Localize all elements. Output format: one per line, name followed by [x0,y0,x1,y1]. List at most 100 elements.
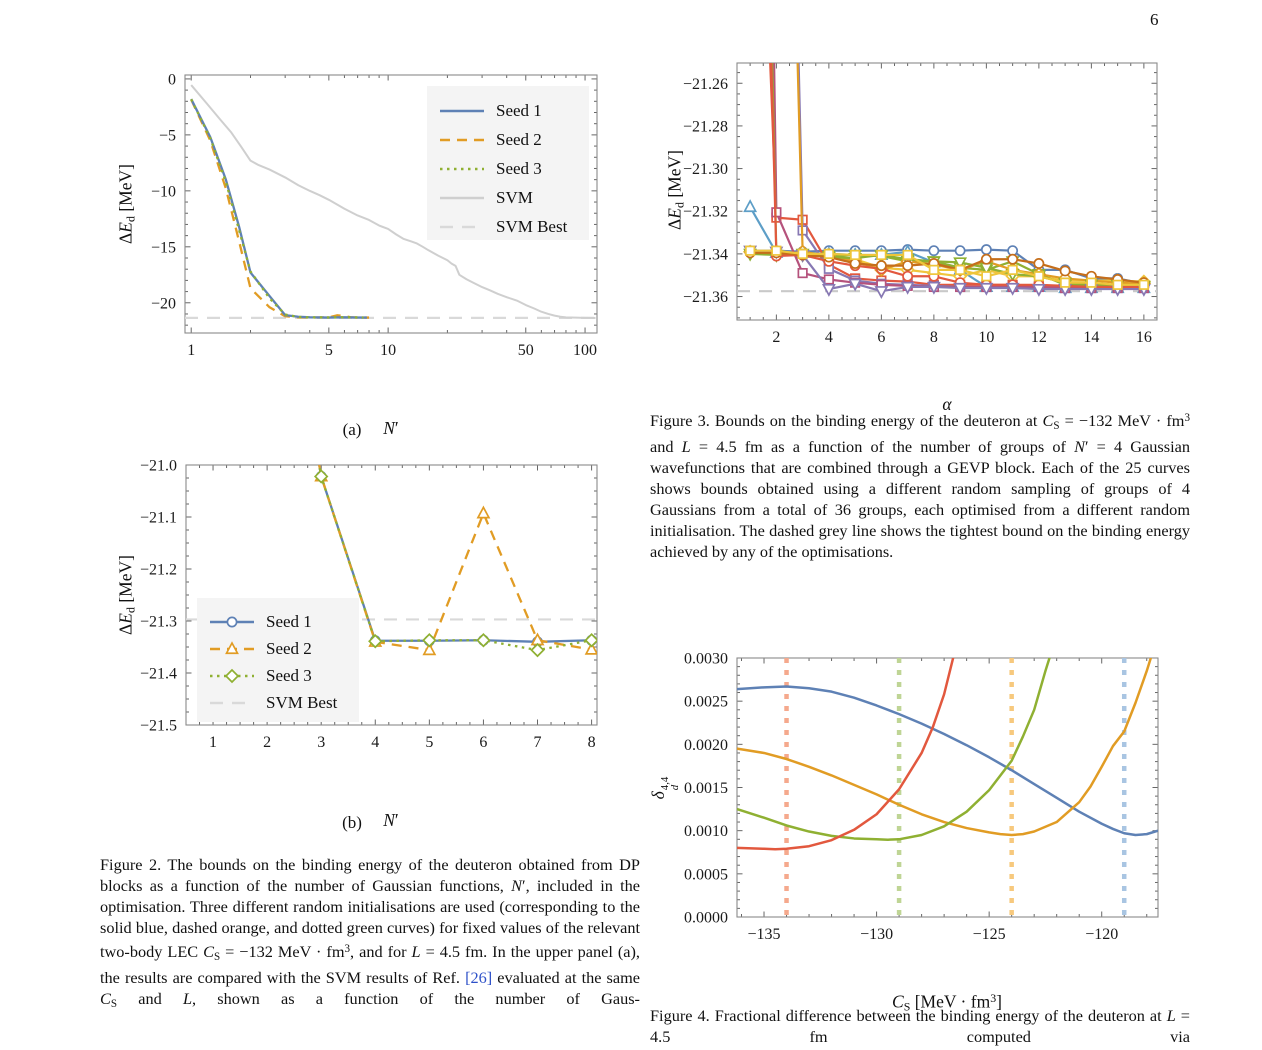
figure-3-plot: 2 4 6 8 10 12 14 16 −21.26 −21.28 −21.30 −21.32 −21.… [683,62,1158,346]
text-segment: ′ [394,418,399,438]
y-tick-label: 0.0010 [684,823,728,840]
series-curve-10 [770,63,1144,289]
legend-entry: SVM Best [209,689,347,716]
text-segment: d [123,607,138,613]
plot-frame [185,464,598,726]
marker-triangle-up [584,641,597,655]
text-segment: d [672,202,687,208]
y-tick-label: −21.28 [683,118,728,135]
tick-labels: 1 5 10 50 100 0 −5 −10 −15 −20 [151,71,597,359]
marker-circle [875,260,887,272]
marker-circle [902,270,914,282]
y-tick-label: −21.30 [683,161,728,178]
x-tick-label: 5 [325,342,333,359]
y-tick-label: −5 [159,127,176,144]
marker-square [1033,271,1044,282]
x-tick-label: −135 [748,926,781,943]
text-segment: L [1166,1006,1176,1025]
figure-2a-y-axis-label: ΔEd [MeV] [115,164,138,244]
y-tick-label: −21.5 [140,718,177,735]
marker-diamond [368,634,383,649]
legend-sample [440,109,484,112]
series-curve-13 [750,249,1144,286]
marker-square [771,245,782,256]
figure-2a-legend: Seed 1 Seed 2 Seed 3 SVM SVM Best [427,86,589,240]
plot-frame [736,657,1159,918]
marker-triangle-up [476,505,491,519]
legend-label: Seed 3 [266,665,312,685]
text-segment: = −132 MeV · fm [220,941,345,961]
text-segment: [MeV · fm [910,991,991,1012]
legend-entry: Seed 1 [439,96,577,125]
figure-2b: 1 2 3 4 5 6 7 8 −21.0 −21.1 −21.2 −21.3 −21.4 −21.5 Δ… [100,448,640,840]
tick-labels: 2 4 6 8 10 12 14 16 −21.26 −21.28 −21.30 −21.32 −21.… [683,76,1152,346]
figure-3-x-axis-label: α [942,394,951,415]
ref-link-26[interactable]: [26] [465,967,493,987]
text-segment: L [411,941,421,961]
legend-label: Seed 3 [496,158,542,178]
series-L-green [737,658,1051,841]
legend-entry: Seed 3 [209,662,347,689]
series-curve-08 [796,63,1144,285]
marker-circle [902,260,914,272]
y-tick-label: −21.34 [683,246,728,263]
y-tick-label: −21.1 [140,510,177,527]
x-tick-label: 2 [263,734,271,751]
legend-entry: Seed 2 [209,635,347,662]
legend-label: Seed 1 [496,100,542,120]
legend-sample [440,196,484,199]
marker-square [981,271,992,282]
legend-label: Seed 1 [266,611,312,631]
y-tick-label: −21.26 [683,76,728,93]
series-Seed 1 [190,98,367,319]
text-segment: α [942,394,952,414]
series-L-red [737,658,955,851]
text-segment: L [681,436,691,456]
legend-sample [210,616,254,627]
marker-triangle-down [900,281,915,295]
figure-4: −135 −130 −125 −120 0.0000 0.0005 0.0010 0.0015… [646,643,1194,1014]
panel-label-a: (a) [342,420,362,439]
marker-circle [980,253,992,265]
plot-area [737,658,1158,917]
marker-triangle-down [1005,282,1020,296]
text-segment: L [182,988,192,1008]
text-segment: [MeV] [664,150,685,203]
text-segment: Δ [115,232,136,244]
series-L-blue [737,685,1158,837]
legend-label: SVM [496,187,533,207]
series-curve-05 [772,63,1144,290]
y-tick-label: −10 [151,183,176,200]
figure-4-x-axis-label: CS [MeV · fm3] [892,991,1002,1015]
page-number: 6 [1150,10,1159,29]
figure-2a: 1 5 10 50 100 0 −5 −10 −15 −20 ΔEd [MeV] N′ Seed … [100,60,640,446]
marker-circle [1033,258,1045,269]
text-segment: E [115,221,136,233]
legend-entry: Seed 3 [439,154,577,183]
marker-diamond [530,642,545,658]
legend-sample [210,668,254,683]
text-segment: C [1042,410,1054,430]
text-segment: = −132 MeV · fm [1059,410,1185,430]
marker-diamond [422,633,437,648]
marker-triangle-up [225,640,239,654]
series-curve-11 [750,249,1144,293]
marker-circle [980,244,992,256]
y-tick-label: 0.0020 [684,737,728,754]
x-tick-label: 1 [187,342,195,359]
legend-entry: SVM [439,183,577,212]
plot-frame [736,62,1158,321]
text-segment: N [511,875,522,895]
legend-label: Seed 2 [266,638,312,658]
plot-area [185,84,597,319]
y-tick-label: 0.0005 [684,866,728,883]
text-segment: Δ [664,218,685,230]
text-segment: , and for [350,941,412,961]
x-tick-label: 1 [209,734,217,751]
marker-square [876,249,887,261]
text-segment: N [1074,436,1085,456]
y-tick-label: −21.3 [140,614,177,631]
figure-3: 2 4 6 8 10 12 14 16 −21.26 −21.28 −21.30 −21.32 −21.… [646,48,1194,414]
series-SVM [190,84,596,319]
marker-square [797,267,808,279]
